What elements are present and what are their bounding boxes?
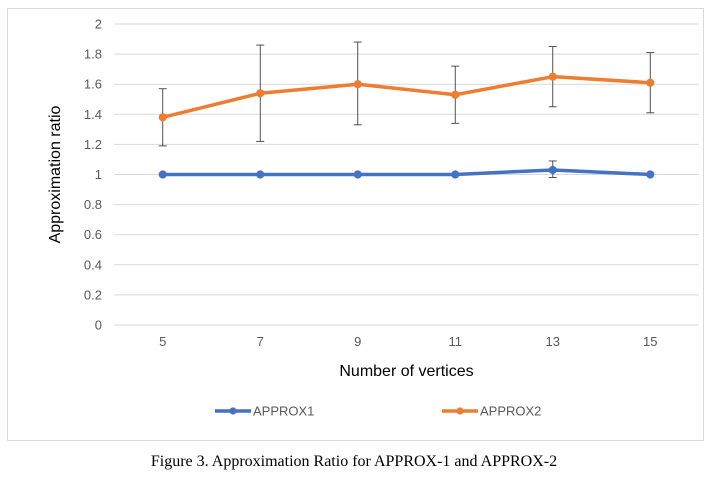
y-tick-label: 1.6 [84,77,102,92]
y-tick-label: 1 [95,167,102,182]
x-axis-label: Number of vertices [339,363,473,380]
y-tick-label: 0.4 [84,257,102,272]
data-point [256,170,265,179]
series-approx1 [158,160,655,179]
y-tick-label: 0.8 [84,197,102,212]
y-tick-label: 0.6 [84,227,102,242]
legend-item-approx1: APPROX1 [215,404,314,419]
y-tick-label: 0 [95,318,102,333]
line-chart: 0 0.2 0.4 0.6 0.8 1 1.2 1.4 1.6 1.8 2 5 7 9 11 13 15 Ap… [47,17,699,419]
x-tick-label: 9 [354,334,361,349]
series-line [161,74,652,120]
x-tick-label: 7 [257,334,264,349]
chart-frame: 0 0.2 0.4 0.6 0.8 1 1.2 1.4 1.6 1.8 2 5 7 9 11 13 15 Ap… [7,8,704,441]
legend-marker [229,407,237,415]
data-point [158,113,167,122]
y-tick-label: 2 [95,17,102,32]
series-group [158,41,655,179]
x-tick-label: 5 [159,334,166,349]
x-tick-label: 11 [449,334,463,349]
x-tick-label: 13 [546,334,560,349]
x-tick-label: 15 [643,334,657,349]
legend-item-approx2: APPROX2 [442,404,541,419]
data-point [451,90,460,99]
data-point [256,89,265,98]
x-tick-labels: 5 7 9 11 13 15 [159,334,657,349]
y-tick-label: 0.2 [84,287,102,302]
y-tick-label: 1.8 [84,47,102,62]
legend-label: APPROX1 [253,404,314,419]
legend: APPROX1 APPROX2 [215,404,541,419]
y-axis-label: Approximation ratio [47,105,64,243]
data-point [548,165,557,175]
series-approx2 [158,41,655,147]
data-point [548,72,557,81]
y-tick-label: 1.4 [84,107,102,122]
y-tick-label: 1.2 [84,137,102,152]
data-point [646,170,655,179]
data-point [451,170,460,179]
legend-marker [456,407,464,415]
figure-caption: Figure 3. Approximation Ratio for APPROX… [150,453,558,470]
series-line [161,168,652,177]
legend-label: APPROX2 [480,404,541,419]
data-point [353,80,362,89]
data-point [646,78,655,87]
data-point [158,170,167,179]
data-point [353,170,362,179]
y-tick-labels: 0 0.2 0.4 0.6 0.8 1 1.2 1.4 1.6 1.8 2 [84,17,102,333]
